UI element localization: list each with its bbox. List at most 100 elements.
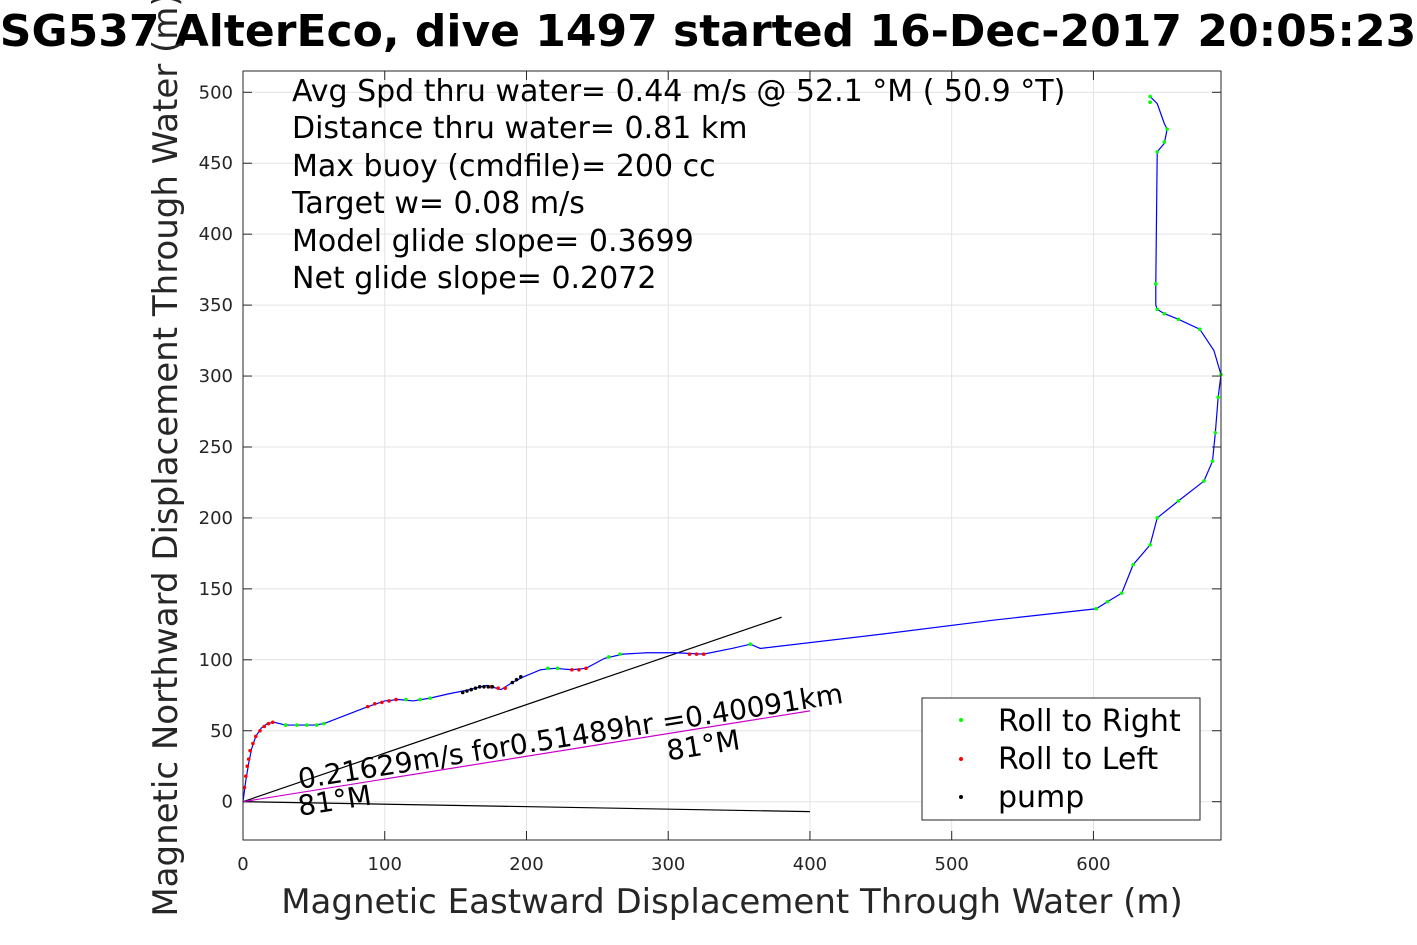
stat-distance: Distance thru water= 0.81 km [292,111,747,146]
roll-left-point [496,686,500,690]
roll-right-point [1119,591,1124,595]
stat-model-glide-slope: Model glide slope= 0.3699 [292,224,694,259]
roll-right-point [1210,459,1215,463]
legend-box [921,697,1201,821]
pump-point [490,684,495,689]
roll-left-point [253,734,258,739]
legend: Roll to Right Roll to Left pump [921,697,1201,821]
y-tick-label: 500 [199,82,233,103]
roll-left-point [242,785,247,790]
y-tick-label: 250 [199,437,233,458]
stat-net-glide-slope: Net glide slope= 0.2072 [292,261,656,296]
x-tick-label: 300 [651,854,685,875]
x-tick-label: 400 [793,854,827,875]
heading-reference-line [242,801,810,813]
axes-box [242,70,1222,841]
current-vector-line [242,710,811,803]
roll-right-point [314,723,319,727]
x-axis-label: Magnetic Eastward Displacement Through W… [281,882,1183,922]
reference-lines [242,616,811,813]
roll-left-point [244,774,248,778]
pump-point [514,677,519,682]
roll-right-point [1155,150,1160,154]
roll-right-point [428,696,432,700]
roll-right-point [1165,127,1169,131]
x-tick-label: 0 [237,854,248,875]
y-tick-label: 300 [199,366,233,387]
roll-left-point [262,724,267,729]
y-tick-label: 400 [199,224,233,245]
pump-point [460,690,465,695]
pump-point [465,689,469,693]
legend-label-roll-right: Roll to Right [998,704,1181,739]
roll-left-point [701,652,706,656]
roll-right-point [321,721,326,726]
roll-left-point [246,757,251,761]
pump-point [519,675,523,679]
roll-right-point [295,723,299,727]
x-tick-label: 600 [1076,854,1110,875]
roll-left-point [258,728,262,733]
pump-point [510,680,515,685]
roll-right-point [1094,606,1099,611]
stat-target-w: Target w= 0.08 m/s [291,186,585,221]
roll-left-point [503,686,508,690]
roll-left-point [584,666,588,671]
y-tick-label: 200 [199,508,233,529]
roll-right-point [418,697,422,702]
roll-left-point [687,652,692,656]
x-tick-label: 500 [935,854,969,875]
roll-right-point [1148,543,1152,547]
roll-right-point [1148,100,1152,105]
roll-left-point [570,667,574,672]
stats-block: Avg Spd thru water= 0.44 m/s @ 52.1 °M (… [291,74,1065,296]
legend-label-pump: pump [998,780,1084,815]
chart-title: SG537 AlterEco, dive 1497 started 16-Dec… [0,6,1416,57]
y-tick-label: 50 [210,721,233,742]
roll-right-point [618,652,622,656]
legend-marker-roll-left [959,757,963,761]
roll-right-point [1176,317,1181,322]
legend-marker-pump [959,795,963,799]
roll-left-point [394,697,398,702]
roll-right-point [748,642,753,647]
x-tick-label: 200 [509,854,543,875]
y-tick-label: 150 [199,579,233,600]
roll-right-point [545,666,550,671]
roll-left-point [380,700,384,705]
legend-label-roll-left: Roll to Left [998,742,1158,777]
roll-left-point [577,667,581,672]
stat-avg-speed: Avg Spd thru water= 0.44 m/s @ 52.1 °M (… [292,74,1065,109]
y-tick-label: 0 [222,792,233,813]
roll-right-point [1162,140,1167,144]
roll-left-point [373,701,377,706]
roll-right-point [1148,94,1152,99]
roll-left-point [270,720,275,725]
roll-right-point [1202,479,1206,483]
y-axis-label: Magnetic Northward Displacement Through … [146,0,186,917]
y-tick-label: 450 [199,153,233,174]
roll-left-point [248,748,252,753]
roll-right-point [1155,516,1160,520]
roll-left-point [245,764,250,769]
y-tick-label: 350 [199,295,233,316]
roll-right-point [606,655,611,659]
pump-point [482,684,486,689]
roll-left-point [694,652,699,656]
roll-right-point [1162,311,1167,316]
legend-marker-roll-right [959,718,963,722]
roll-right-point [1176,499,1181,503]
roll-right-point [304,723,309,727]
roll-right-point [555,666,560,671]
roll-right-point [1105,599,1110,604]
roll-right-point [1213,430,1218,435]
roll-left-point [387,699,391,703]
stat-max-buoy: Max buoy (cmdfile)= 200 cc [292,149,716,184]
model-glide-slope-line [242,616,782,803]
roll-left-point [266,721,271,726]
roll-left-point [365,704,370,709]
pump-point [486,684,491,689]
roll-right-point [283,723,288,727]
dive-track [242,94,1223,802]
